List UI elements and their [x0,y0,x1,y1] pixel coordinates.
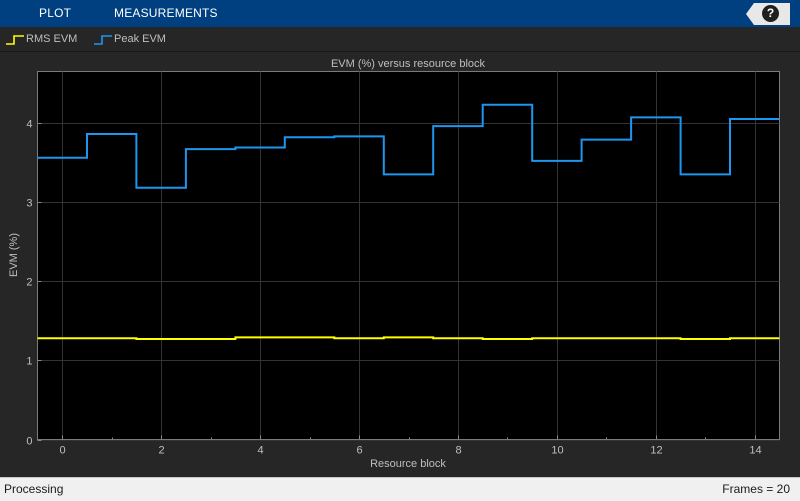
y-tick-label: 4 [26,119,32,131]
x-tick-label: 8 [455,445,461,457]
help-button[interactable]: ? [746,3,790,25]
plot-area: 0 2 4 6 8 10 12 14 0 1 2 3 4 EVM (%) versus resource… [0,52,800,477]
x-tick-label: 10 [551,445,563,457]
legend-step-icon-rms [6,35,24,45]
legend-item-rms-evm[interactable]: RMS EVM [5,27,85,51]
tab-plot[interactable]: PLOT [39,6,72,20]
legend: RMS EVM Peak EVM [0,27,800,52]
y-tick-label: 1 [26,356,32,368]
legend-label-peak-evm: Peak EVM [114,33,166,45]
series-line-rms-evm [37,336,780,340]
legend-step-icon-peak [94,35,112,45]
x-tick-label: 6 [356,445,362,457]
axes-background [37,71,780,440]
legend-item-peak-evm[interactable]: Peak EVM [93,27,173,51]
frames-count: Frames = 20 [722,482,790,496]
y-tick-label: 3 [26,198,32,210]
x-tick-label: 2 [158,445,164,457]
x-tick-label: 12 [650,445,662,457]
x-tick-label: 0 [59,445,65,457]
y-axis-label: EVM (%) [8,233,20,277]
toolstrip: PLOT MEASUREMENTS ? [0,0,800,27]
status-text: Processing [4,482,64,496]
grid-lines [37,71,780,441]
legend-label-rms-evm: RMS EVM [26,33,78,45]
chart-title: EVM (%) versus resource block [331,58,486,70]
tab-measurements[interactable]: MEASUREMENTS [114,6,218,20]
series-line-peak-evm [37,103,780,189]
x-axis-label: Resource block [370,458,446,470]
y-tick-label: 0 [26,436,32,448]
x-tick-label: 4 [257,445,263,457]
data-series [37,103,780,340]
y-tick-label: 2 [26,277,32,289]
status-bar: Processing Frames = 20 [0,477,800,501]
x-tick-label: 14 [749,445,761,457]
question-mark-icon: ? [762,5,779,22]
